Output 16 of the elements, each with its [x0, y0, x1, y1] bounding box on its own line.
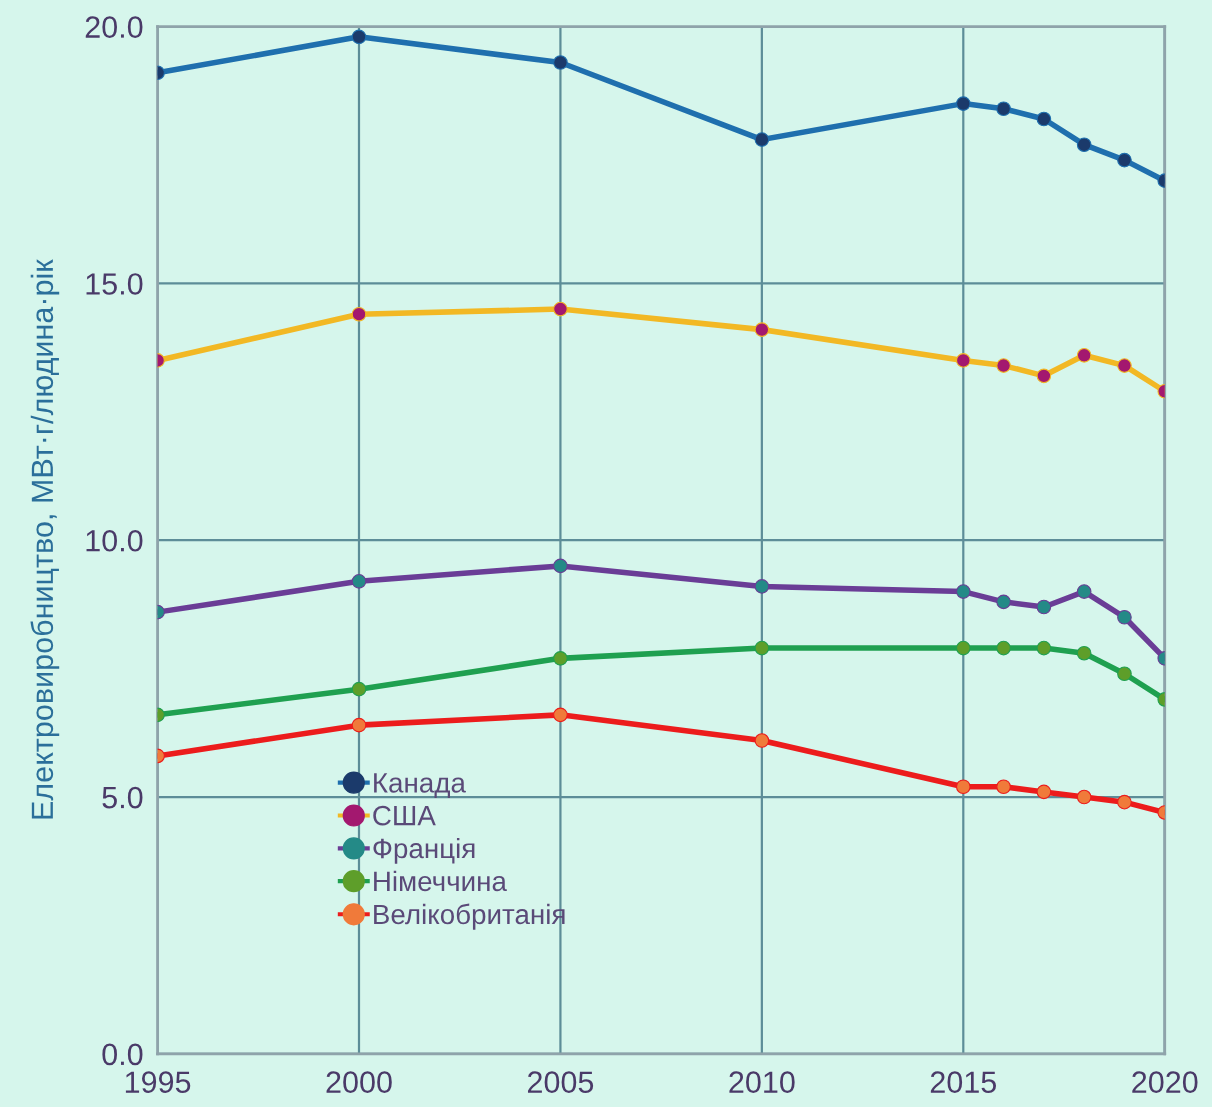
x-tick-label: 2010	[729, 1071, 795, 1093]
x-tick-label: 2015	[930, 1071, 997, 1093]
y-tick-label: 0.0	[102, 1043, 143, 1066]
y-tick-label: 15.0	[86, 273, 143, 295]
x-tick-label: 2020	[1132, 1071, 1198, 1093]
y-tick-label: 10.0	[86, 529, 143, 552]
y-axis-title: Електровиробництво, МВт·г/людина·рік	[30, 259, 60, 819]
x-tick-label: 1995	[125, 1071, 191, 1093]
legend-label: Франція	[373, 837, 475, 864]
legend-label: США	[373, 805, 436, 826]
x-tick-label: 2005	[527, 1071, 594, 1093]
x-tick-label: 2000	[326, 1071, 392, 1093]
y-tick-label: 20.0	[85, 16, 143, 38]
legend-label: Німеччина	[374, 870, 507, 892]
y-tick-label: 5.0	[102, 786, 143, 809]
legend-label: Канада	[374, 773, 466, 798]
